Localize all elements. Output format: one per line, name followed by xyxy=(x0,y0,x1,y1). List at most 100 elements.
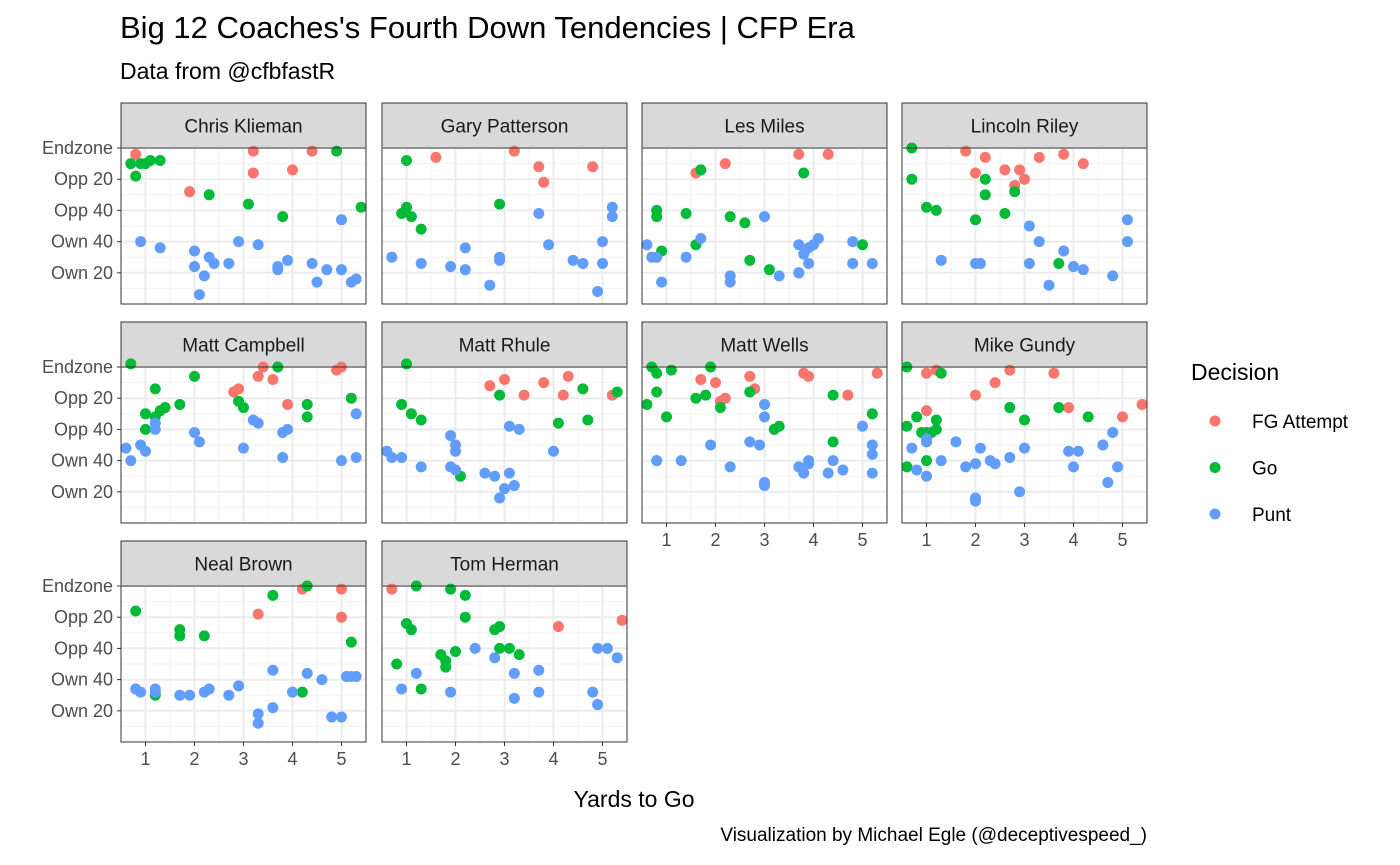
point-punt xyxy=(149,686,161,698)
point-fg-attempt xyxy=(989,377,1001,389)
point-go xyxy=(714,402,726,414)
point-punt xyxy=(1072,445,1084,457)
point-fg-attempt xyxy=(267,373,279,385)
point-fg-attempt xyxy=(282,398,294,410)
point-go xyxy=(690,392,702,404)
point-fg-attempt xyxy=(719,392,731,404)
point-punt xyxy=(350,408,362,420)
facet-strip xyxy=(381,540,628,587)
x-tick-label: 3 xyxy=(759,530,769,550)
point-go xyxy=(763,264,775,276)
point-punt xyxy=(135,686,147,698)
legend-label: FG Attempt xyxy=(1252,412,1349,433)
point-punt xyxy=(469,642,481,654)
point-punt xyxy=(135,236,147,248)
point-fg-attempt xyxy=(1063,402,1075,414)
y-tick-label: Opp 20 xyxy=(54,388,113,408)
point-go xyxy=(405,408,417,420)
point-punt xyxy=(445,261,457,273)
point-fg-attempt xyxy=(1014,164,1026,176)
y-tick-label: Opp 20 xyxy=(54,607,113,627)
point-punt xyxy=(533,664,545,676)
point-punt xyxy=(1068,261,1079,273)
point-punt xyxy=(1107,270,1119,282)
x-tick-label: 4 xyxy=(548,749,558,769)
point-punt xyxy=(847,257,859,269)
point-fg-attempt xyxy=(533,161,545,173)
point-go xyxy=(744,386,756,398)
facet-strip-label: Neal Brown xyxy=(194,555,292,576)
facet-strip xyxy=(641,321,888,368)
point-fg-attempt xyxy=(616,614,628,626)
point-punt xyxy=(415,461,427,473)
point-go xyxy=(450,646,461,658)
facet-strip-label: Tom Herman xyxy=(450,555,559,576)
point-go xyxy=(296,686,308,698)
point-go xyxy=(1004,402,1016,414)
point-punt xyxy=(773,270,785,282)
point-punt xyxy=(1077,264,1089,276)
facet-strip-label: Chris Klieman xyxy=(184,117,302,138)
point-punt xyxy=(272,264,284,276)
point-punt xyxy=(499,483,510,495)
point-punt xyxy=(154,242,166,254)
point-punt xyxy=(459,264,471,276)
point-punt xyxy=(459,242,471,254)
point-go xyxy=(459,611,471,623)
point-punt xyxy=(641,239,653,251)
point-go xyxy=(174,630,186,642)
point-punt xyxy=(822,467,834,479)
x-tick-label: 1 xyxy=(661,530,671,550)
facet-panel-border xyxy=(381,366,628,524)
point-punt xyxy=(970,458,981,470)
point-punt xyxy=(651,455,663,467)
point-fg-attempt xyxy=(484,380,496,392)
point-go xyxy=(695,164,707,176)
point-punt xyxy=(1107,427,1119,439)
point-fg-attempt xyxy=(960,145,972,157)
point-go xyxy=(651,211,663,223)
y-tick-label: Endzone xyxy=(42,576,113,596)
point-punt xyxy=(445,430,457,442)
point-punt xyxy=(680,251,692,263)
x-tick-label: 1 xyxy=(921,530,931,550)
point-punt xyxy=(592,699,604,711)
point-punt xyxy=(759,398,770,410)
point-punt xyxy=(1063,445,1075,457)
point-go xyxy=(174,398,186,410)
point-go xyxy=(459,589,471,601)
point-fg-attempt xyxy=(562,370,574,382)
point-fg-attempt xyxy=(822,148,834,160)
point-punt xyxy=(906,442,918,454)
point-punt xyxy=(837,464,849,476)
point-go xyxy=(301,398,313,410)
point-punt xyxy=(316,674,328,686)
point-punt xyxy=(744,436,756,448)
point-go xyxy=(405,211,417,223)
point-punt xyxy=(513,423,525,435)
point-go xyxy=(494,621,506,633)
point-punt xyxy=(935,254,947,266)
x-tick-label: 4 xyxy=(808,530,818,550)
point-go xyxy=(198,630,210,642)
facet-strip xyxy=(901,321,1148,368)
facet-strip-label: Matt Wells xyxy=(720,336,808,357)
facet-panel-border xyxy=(120,366,367,524)
point-punt xyxy=(921,470,932,482)
point-fg-attempt xyxy=(252,608,264,620)
point-punt xyxy=(921,433,932,445)
point-go xyxy=(739,217,751,229)
point-fg-attempt xyxy=(287,164,298,176)
point-punt xyxy=(651,251,663,263)
point-punt xyxy=(827,455,839,467)
point-fg-attempt xyxy=(793,148,805,160)
point-go xyxy=(238,402,249,414)
point-punt xyxy=(974,442,986,454)
point-punt xyxy=(445,686,457,698)
point-punt xyxy=(415,257,427,269)
point-go xyxy=(930,204,942,216)
x-tick-label: 5 xyxy=(336,749,346,769)
point-punt xyxy=(282,423,294,435)
point-go xyxy=(203,189,215,201)
point-fg-attempt xyxy=(842,389,854,401)
